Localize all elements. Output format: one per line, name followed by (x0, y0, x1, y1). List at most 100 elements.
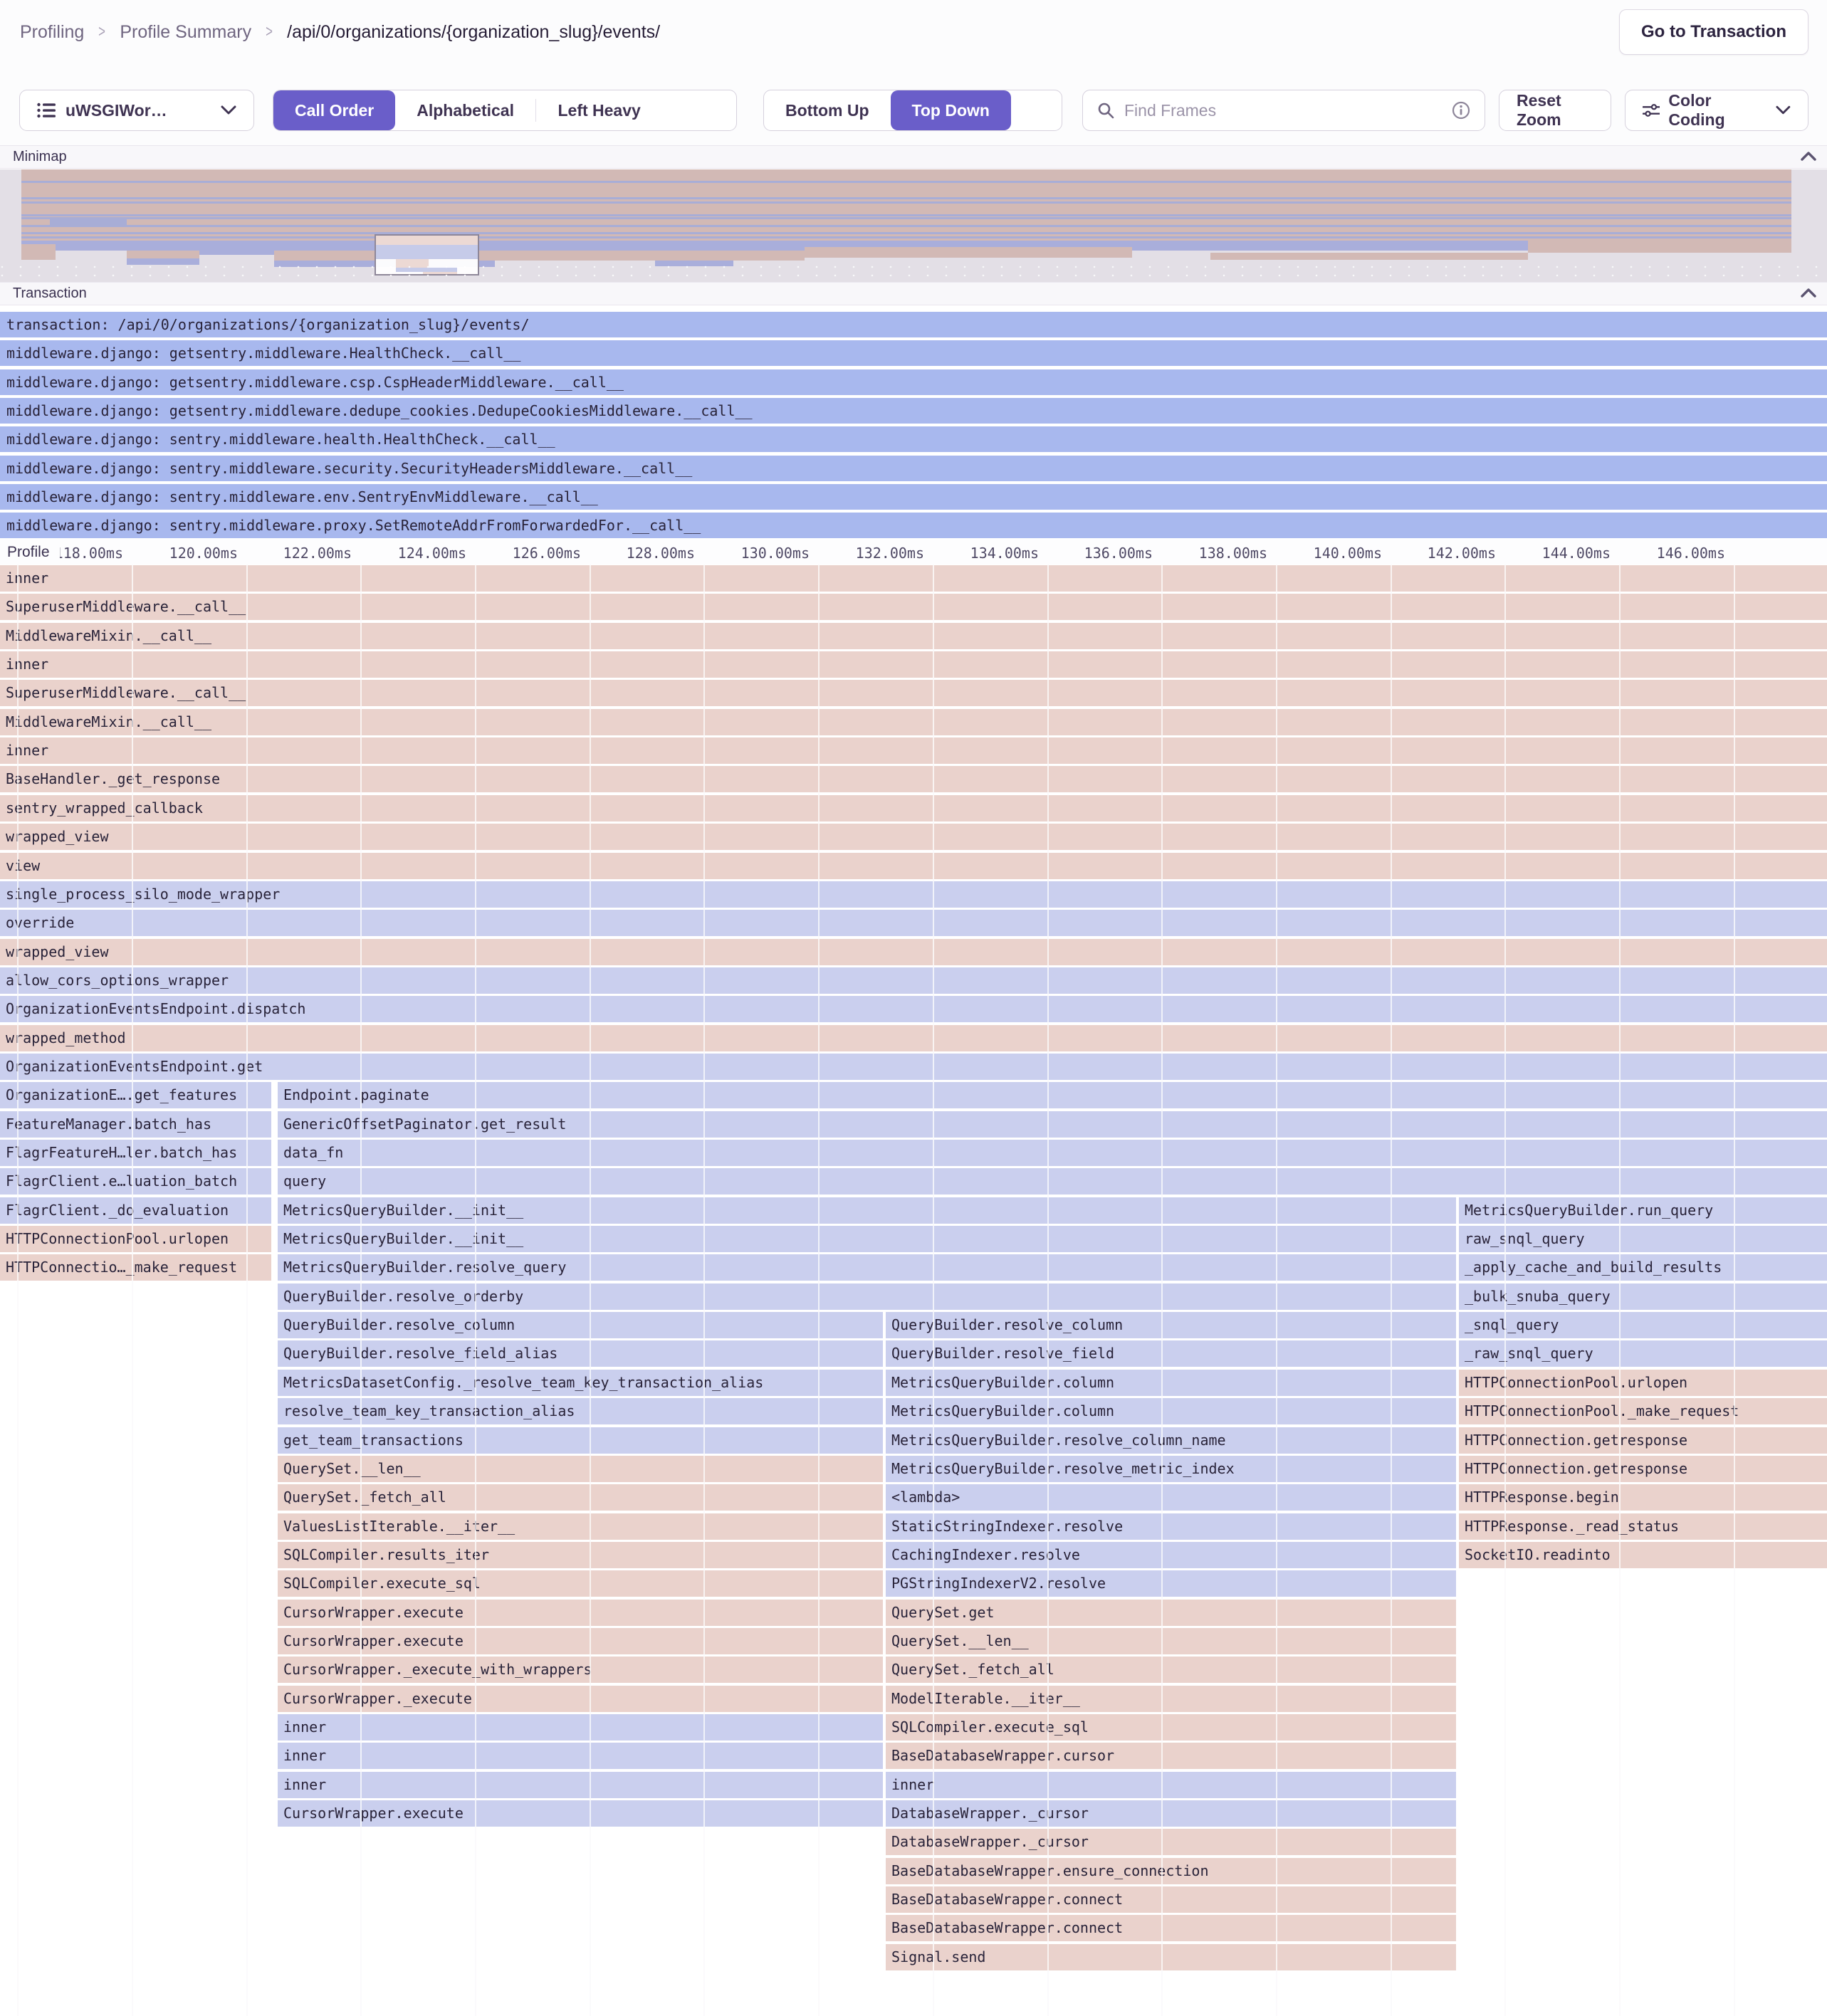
sort-left-heavy-button[interactable]: Left Heavy (557, 100, 641, 120)
flame-frame[interactable]: MiddlewareMixin.__call__ (0, 622, 1827, 649)
flame-frame[interactable]: DatabaseWrapper._cursor (886, 1800, 1456, 1827)
transaction-span-row[interactable]: middleware.django: getsentry.middleware.… (0, 340, 1827, 367)
flame-frame[interactable]: <lambda> (886, 1484, 1456, 1511)
flame-frame[interactable]: QueryBuilder.resolve_column (278, 1312, 883, 1339)
flame-frame[interactable]: OrganizationE….get_features (0, 1082, 271, 1109)
flame-frame[interactable]: MetricsQueryBuilder.resolve_metric_index (886, 1455, 1456, 1482)
flame-frame[interactable]: StaticStringIndexer.resolve (886, 1513, 1456, 1540)
flame-frame[interactable]: resolve_team_key_transaction_alias (278, 1398, 883, 1425)
flame-frame[interactable]: inner (0, 737, 1827, 765)
direction-top-down-button[interactable]: Top Down (890, 90, 1011, 130)
flame-frame[interactable]: GenericOffsetPaginator.get_result (278, 1111, 1827, 1138)
flame-frame[interactable]: MetricsDatasetConfig._resolve_team_key_t… (278, 1369, 883, 1396)
flame-frame[interactable]: SQLCompiler.execute_sql (278, 1570, 883, 1597)
flame-frame[interactable]: QuerySet._fetch_all (278, 1484, 883, 1511)
flame-frame[interactable]: data_fn (278, 1140, 1827, 1166)
transaction-span-row[interactable]: transaction: /api/0/organizations/{organ… (0, 312, 1827, 337)
transaction-span-row[interactable]: middleware.django: getsentry.middleware.… (0, 369, 1827, 395)
flame-frame[interactable]: ValuesListIterable.__iter__ (278, 1513, 883, 1540)
flamegraph-canvas[interactable]: inner SuperuserMiddleware.__call__ Middlew… (0, 565, 1827, 2016)
flame-frame[interactable]: BaseDatabaseWrapper.connect (886, 1886, 1456, 1913)
minimap-viewport-selection[interactable] (375, 234, 479, 275)
flame-frame[interactable]: PGStringIndexerV2.resolve (886, 1570, 1456, 1597)
transaction-span-row[interactable]: middleware.django: sentry.middleware.hea… (0, 426, 1827, 453)
flame-frame[interactable]: single_process_silo_mode_wrapper (0, 881, 1827, 908)
flame-frame[interactable]: get_team_transactions (278, 1427, 883, 1454)
flame-frame[interactable]: SQLCompiler.results_iter (278, 1541, 883, 1568)
flame-frame[interactable]: BaseDatabaseWrapper.ensure_connection (886, 1857, 1456, 1884)
reset-zoom-button[interactable]: Reset Zoom (1499, 90, 1611, 131)
flame-frame[interactable]: MetricsQueryBuilder.column (886, 1398, 1456, 1425)
flame-frame[interactable]: DatabaseWrapper._cursor (886, 1829, 1456, 1856)
flame-frame[interactable]: HTTPConnectio…_make_request (0, 1254, 271, 1281)
flame-frame[interactable]: HTTPConnectionPool.urlopen (0, 1226, 271, 1253)
flame-frame[interactable]: CursorWrapper.execute (278, 1599, 883, 1626)
flame-frame[interactable]: MetricsQueryBuilder.resolve_column_name (886, 1427, 1456, 1454)
search-input[interactable] (1124, 100, 1442, 120)
color-coding-dropdown[interactable]: Color Coding (1625, 90, 1808, 131)
thread-selector-dropdown[interactable]: uWSGIWor… (19, 90, 254, 131)
flame-frame[interactable]: SuperuserMiddleware.__call__ (0, 594, 1827, 621)
transaction-span-row[interactable]: middleware.django: sentry.middleware.sec… (0, 455, 1827, 481)
collapse-minimap-icon[interactable] (1800, 150, 1817, 162)
flame-frame[interactable]: allow_cors_options_wrapper (0, 967, 1827, 994)
flame-frame[interactable]: HTTPResponse._read_status (1459, 1513, 1827, 1540)
sort-call-order-button[interactable]: Call Order (273, 90, 396, 130)
direction-bottom-up-button[interactable]: Bottom Up (785, 100, 869, 120)
flame-frame[interactable]: QuerySet._fetch_all (886, 1657, 1456, 1684)
collapse-transaction-icon[interactable] (1800, 287, 1817, 298)
breadcrumb-profile-summary[interactable]: Profile Summary (120, 21, 252, 42)
flame-frame[interactable]: QuerySet.__len__ (278, 1455, 883, 1482)
flame-frame[interactable]: FeatureManager.batch_has (0, 1111, 271, 1138)
flame-frame[interactable]: HTTPConnectionPool.urlopen (1459, 1369, 1827, 1396)
flame-frame[interactable]: inner (278, 1714, 883, 1741)
flame-frame[interactable]: MetricsQueryBuilder.column (886, 1369, 1456, 1396)
flame-frame[interactable]: _bulk_snuba_query (1459, 1283, 1827, 1310)
flame-frame[interactable]: wrapped_method (0, 1024, 1827, 1051)
flame-frame[interactable]: HTTPConnectionPool._make_request (1459, 1398, 1827, 1425)
flame-frame[interactable]: BaseDatabaseWrapper.connect (886, 1915, 1456, 1942)
flame-frame[interactable]: CursorWrapper.execute (278, 1627, 883, 1654)
sort-alphabetical-button[interactable]: Alphabetical (417, 100, 514, 120)
flame-frame[interactable]: QueryBuilder.resolve_field_alias (278, 1340, 883, 1367)
minimap-canvas[interactable] (0, 169, 1827, 282)
flame-frame[interactable]: HTTPResponse.begin (1459, 1484, 1827, 1511)
flame-frame[interactable]: QuerySet.get (886, 1599, 1456, 1626)
flame-frame[interactable]: inner (278, 1743, 883, 1770)
flame-frame[interactable]: FlagrClient._do_evaluation (0, 1197, 271, 1224)
flame-frame[interactable]: OrganizationEventsEndpoint.dispatch (0, 996, 1827, 1023)
flame-frame[interactable]: view (0, 852, 1827, 879)
flame-frame[interactable]: _apply_cache_and_build_results (1459, 1254, 1827, 1281)
flame-frame[interactable]: query (278, 1168, 1827, 1195)
flame-frame[interactable]: wrapped_view (0, 938, 1827, 965)
flame-frame[interactable]: QueryBuilder.resolve_column (886, 1312, 1456, 1339)
flame-frame[interactable]: SuperuserMiddleware.__call__ (0, 680, 1827, 707)
flame-frame[interactable]: Signal.send (886, 1943, 1456, 1970)
flame-frame[interactable]: inner (278, 1771, 883, 1798)
flame-frame[interactable]: CursorWrapper.execute (278, 1800, 883, 1827)
flame-frame[interactable]: MiddlewareMixin.__call__ (0, 708, 1827, 735)
flame-frame[interactable]: CursorWrapper._execute_with_wrappers (278, 1657, 883, 1684)
flame-frame[interactable]: MetricsQueryBuilder.resolve_query (278, 1254, 1456, 1281)
flame-frame[interactable]: wrapped_view (0, 824, 1827, 851)
flame-frame[interactable]: QueryBuilder.resolve_field (886, 1340, 1456, 1367)
flame-frame[interactable]: BaseDatabaseWrapper.cursor (886, 1743, 1456, 1770)
transaction-span-row[interactable]: middleware.django: sentry.middleware.pro… (0, 513, 1827, 539)
flame-frame[interactable]: SocketIO.readinto (1459, 1541, 1827, 1568)
flame-frame[interactable]: MetricsQueryBuilder.run_query (1459, 1197, 1827, 1224)
flame-frame[interactable]: inner (886, 1771, 1456, 1798)
flame-frame[interactable]: _snql_query (1459, 1312, 1827, 1339)
flame-frame[interactable]: Endpoint.paginate (278, 1082, 1827, 1109)
breadcrumb-profiling[interactable]: Profiling (20, 21, 85, 42)
flame-frame[interactable]: ModelIterable.__iter__ (886, 1685, 1456, 1712)
transaction-span-row[interactable]: middleware.django: sentry.middleware.env… (0, 483, 1827, 510)
flame-frame[interactable]: HTTPConnection.getresponse (1459, 1427, 1827, 1454)
flame-frame[interactable]: sentry_wrapped_callback (0, 794, 1827, 821)
flame-frame[interactable]: BaseHandler._get_response (0, 766, 1827, 793)
flame-frame[interactable]: MetricsQueryBuilder.__init__ (278, 1226, 1456, 1253)
info-icon[interactable] (1452, 101, 1470, 120)
flame-frame[interactable]: override (0, 910, 1827, 937)
flame-frame[interactable]: FlagrFeatureH…ler.batch_has (0, 1140, 271, 1166)
transaction-span-row[interactable]: middleware.django: getsentry.middleware.… (0, 397, 1827, 424)
go-to-transaction-button[interactable]: Go to Transaction (1618, 9, 1808, 55)
